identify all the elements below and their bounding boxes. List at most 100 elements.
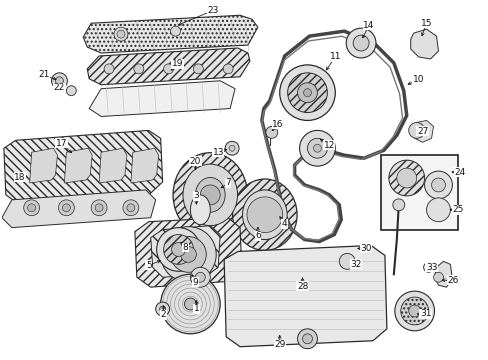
Circle shape	[223, 64, 233, 74]
Text: 33: 33	[425, 263, 436, 272]
Circle shape	[313, 144, 321, 152]
Text: 13: 13	[212, 148, 224, 157]
Text: 32: 32	[350, 260, 361, 269]
Ellipse shape	[232, 179, 297, 251]
Circle shape	[163, 64, 173, 74]
Text: 26: 26	[447, 276, 458, 285]
Circle shape	[346, 28, 375, 58]
Polygon shape	[64, 148, 92, 183]
Circle shape	[117, 30, 124, 38]
Circle shape	[114, 27, 128, 41]
Text: 31: 31	[419, 310, 430, 319]
Text: 16: 16	[271, 120, 283, 129]
Circle shape	[156, 228, 200, 271]
Polygon shape	[83, 15, 257, 53]
Circle shape	[279, 65, 335, 121]
Polygon shape	[87, 48, 249, 85]
Circle shape	[400, 297, 427, 325]
Circle shape	[155, 302, 169, 316]
Circle shape	[307, 138, 326, 158]
Polygon shape	[135, 218, 242, 287]
Text: 7: 7	[225, 179, 230, 188]
Circle shape	[170, 26, 180, 36]
Circle shape	[426, 198, 449, 222]
Circle shape	[246, 197, 282, 233]
Circle shape	[287, 73, 326, 113]
Circle shape	[396, 168, 416, 188]
Text: 14: 14	[363, 21, 374, 30]
Circle shape	[388, 160, 424, 196]
Polygon shape	[2, 190, 155, 228]
Circle shape	[297, 329, 317, 349]
Circle shape	[51, 73, 67, 89]
Ellipse shape	[195, 177, 224, 212]
Text: 10: 10	[412, 75, 424, 84]
Circle shape	[339, 253, 354, 269]
Text: 4: 4	[281, 219, 287, 228]
Polygon shape	[99, 148, 127, 183]
Circle shape	[170, 237, 206, 272]
Text: 1: 1	[193, 305, 199, 314]
Circle shape	[161, 274, 220, 334]
Polygon shape	[131, 148, 158, 183]
Circle shape	[433, 272, 443, 282]
Text: 22: 22	[54, 83, 65, 92]
Text: 9: 9	[192, 278, 198, 287]
Ellipse shape	[190, 195, 210, 225]
Circle shape	[303, 89, 311, 96]
Text: 15: 15	[420, 19, 431, 28]
Circle shape	[229, 145, 235, 151]
Circle shape	[431, 178, 445, 192]
Text: 12: 12	[323, 141, 334, 150]
Polygon shape	[412, 121, 433, 142]
Circle shape	[160, 306, 165, 312]
Text: 27: 27	[416, 127, 427, 136]
Polygon shape	[30, 148, 57, 183]
Circle shape	[352, 35, 368, 51]
Text: 8: 8	[182, 243, 188, 252]
Text: 25: 25	[452, 205, 463, 214]
Polygon shape	[434, 261, 451, 287]
Circle shape	[171, 243, 185, 256]
Text: 29: 29	[273, 340, 285, 349]
Circle shape	[392, 199, 404, 211]
Text: 23: 23	[207, 6, 219, 15]
Bar	[380, 155, 457, 230]
Circle shape	[62, 204, 70, 212]
Circle shape	[122, 200, 139, 216]
Text: 2: 2	[161, 310, 166, 319]
Ellipse shape	[173, 153, 247, 237]
Circle shape	[95, 204, 103, 212]
Text: 21: 21	[38, 70, 49, 79]
Text: 28: 28	[296, 282, 307, 291]
Circle shape	[195, 272, 205, 282]
Polygon shape	[150, 226, 220, 277]
Circle shape	[302, 334, 312, 344]
Circle shape	[408, 122, 424, 138]
Ellipse shape	[242, 190, 286, 239]
Circle shape	[127, 204, 135, 212]
Text: 17: 17	[56, 139, 67, 148]
Circle shape	[265, 126, 277, 138]
Text: 20: 20	[189, 157, 201, 166]
Circle shape	[24, 200, 40, 216]
Circle shape	[28, 204, 36, 212]
Circle shape	[184, 298, 196, 310]
Circle shape	[59, 200, 74, 216]
Circle shape	[163, 235, 193, 264]
Text: 6: 6	[255, 231, 260, 240]
Text: 18: 18	[14, 172, 25, 181]
Circle shape	[299, 130, 335, 166]
Circle shape	[224, 141, 239, 155]
Circle shape	[408, 305, 420, 317]
Circle shape	[190, 267, 210, 287]
Circle shape	[104, 64, 114, 74]
Circle shape	[134, 64, 143, 74]
Text: 5: 5	[145, 261, 151, 270]
Polygon shape	[410, 29, 438, 59]
Ellipse shape	[183, 164, 237, 226]
Circle shape	[424, 171, 451, 199]
Text: 24: 24	[454, 167, 465, 176]
Circle shape	[200, 185, 220, 205]
Circle shape	[180, 247, 196, 262]
